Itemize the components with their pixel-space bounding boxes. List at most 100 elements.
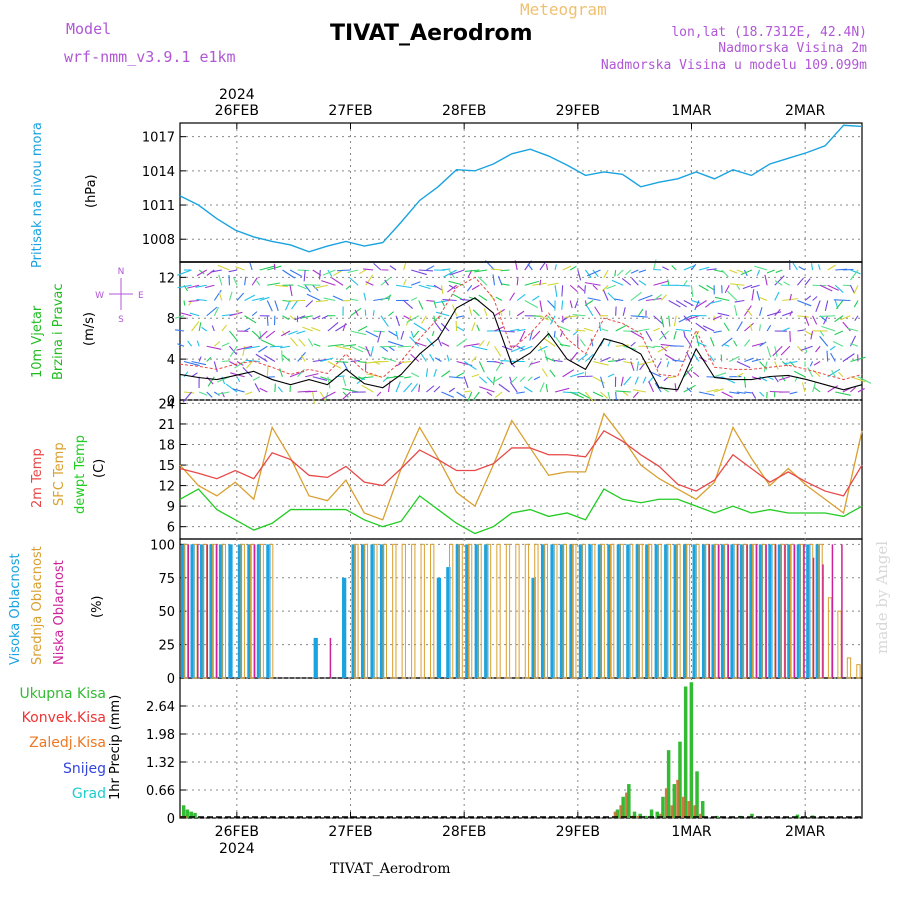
wind-arrow bbox=[435, 299, 450, 304]
high-cloud-bar bbox=[701, 544, 707, 678]
low-cloud-bar bbox=[755, 544, 758, 678]
page-title: TIVAT_Aerodrom bbox=[330, 21, 533, 46]
wind-arrow bbox=[501, 345, 513, 351]
wind-arrow bbox=[674, 383, 677, 393]
wind-arrow bbox=[736, 391, 746, 394]
wind-arrow bbox=[543, 350, 549, 362]
wind-arrow bbox=[833, 299, 851, 302]
high-cloud-bar bbox=[550, 544, 555, 678]
wind-arrow bbox=[554, 264, 557, 271]
wind-arrow bbox=[380, 315, 389, 327]
mid-cloud-bar bbox=[505, 543, 511, 679]
wind-arrow bbox=[281, 330, 287, 336]
low-cloud-bar bbox=[746, 544, 748, 678]
wind-arrow bbox=[793, 370, 806, 378]
wind-arrow bbox=[342, 388, 359, 393]
wind-arrow bbox=[729, 355, 740, 362]
high-cloud-bar bbox=[673, 544, 678, 678]
wind-arrow bbox=[471, 373, 480, 378]
mid-cloud-bar bbox=[628, 543, 634, 679]
wind-arrow bbox=[400, 330, 405, 340]
high-cloud-bar bbox=[370, 544, 375, 678]
mid-cloud-bar bbox=[581, 543, 586, 679]
wind-arrow bbox=[350, 298, 359, 302]
wind-arrow bbox=[721, 376, 736, 384]
wind-arrow bbox=[815, 300, 821, 313]
wind-arrow bbox=[572, 330, 579, 336]
wind-arrow bbox=[180, 312, 192, 317]
wind-arrow bbox=[601, 328, 609, 332]
wind-arrow bbox=[690, 285, 694, 298]
low-cloud-bar bbox=[774, 544, 777, 678]
precip-legend: Ukupna Kisa Konvek.Kisa Zaledj.Kisa Snij… bbox=[0, 686, 106, 806]
high-cloud-bar bbox=[739, 544, 745, 678]
wind-arrow bbox=[327, 343, 344, 347]
wind-arrow bbox=[426, 299, 434, 302]
wind-arrow bbox=[586, 305, 594, 317]
wind-arrow bbox=[426, 265, 435, 271]
wind-arrow bbox=[395, 330, 399, 340]
wind-arrow bbox=[545, 384, 549, 393]
wind-arrow bbox=[259, 296, 270, 302]
top-year-label: 2024 bbox=[219, 87, 255, 103]
wind-arrow bbox=[466, 284, 473, 292]
compass-w: W bbox=[95, 291, 104, 301]
wind-arrow bbox=[607, 373, 615, 378]
high-cloud-bar bbox=[758, 544, 764, 678]
mid-cloud-bar bbox=[259, 543, 264, 679]
mid-cloud-bar bbox=[723, 543, 728, 679]
wind-arrow bbox=[734, 305, 738, 316]
low-cloud-bar bbox=[206, 544, 209, 678]
dewpt-line bbox=[179, 488, 863, 535]
wind-arrow bbox=[198, 269, 205, 275]
wind-arrow bbox=[433, 284, 443, 291]
wind-arrow bbox=[622, 391, 629, 397]
wind-arrow bbox=[796, 277, 805, 286]
wind-arrow bbox=[804, 330, 813, 336]
wind-arrow bbox=[471, 356, 477, 362]
precip-conv-bar bbox=[687, 801, 691, 818]
wind-arrow bbox=[322, 269, 336, 276]
wind-arrow bbox=[456, 338, 468, 347]
wind-arrow bbox=[174, 329, 185, 332]
meteogram-label: Meteogram bbox=[520, 0, 607, 19]
high-cloud-bar bbox=[181, 544, 186, 678]
wind-arrow bbox=[660, 385, 669, 393]
wind-arrow bbox=[584, 269, 592, 279]
wind-arrow bbox=[625, 269, 632, 276]
wind-arrow bbox=[305, 300, 314, 308]
wind-arrow bbox=[258, 330, 268, 340]
wind-arrow bbox=[412, 330, 420, 339]
wind-arrow bbox=[539, 279, 542, 286]
high-cloud-bar bbox=[190, 544, 195, 678]
wind-arrow bbox=[698, 284, 709, 292]
wind-arrow bbox=[477, 276, 488, 286]
wind-arrow bbox=[630, 330, 644, 339]
wind-arrow bbox=[297, 351, 306, 362]
wind-arrow bbox=[766, 324, 772, 332]
wind-arrow bbox=[306, 293, 321, 301]
wind-arrow bbox=[850, 386, 857, 393]
mid-cloud-bar bbox=[695, 543, 700, 679]
wind-arrow bbox=[620, 376, 624, 387]
mid-cloud-bar bbox=[467, 543, 473, 679]
wind-arrow bbox=[743, 339, 751, 347]
wind-arrow bbox=[821, 325, 836, 332]
wind-arrow bbox=[410, 330, 414, 338]
wind-arrow bbox=[587, 297, 601, 302]
wind-arrow bbox=[561, 285, 564, 297]
wind-arrow bbox=[807, 367, 814, 378]
wind-arrow bbox=[289, 269, 303, 277]
wind-arrow bbox=[599, 376, 605, 389]
low-cloud-bar bbox=[718, 544, 720, 678]
wind-arrow bbox=[377, 330, 382, 343]
wind-arrow bbox=[713, 388, 724, 393]
precip-total-bar bbox=[638, 813, 642, 818]
altitude-label: Nadmorska Visina 2m bbox=[718, 41, 867, 56]
mid-cloud-bar bbox=[392, 543, 397, 679]
wind-arrow bbox=[529, 330, 533, 341]
wind-arrow bbox=[516, 310, 525, 317]
wind-arrow bbox=[772, 345, 783, 357]
pressure-line bbox=[179, 124, 863, 253]
wind-arrow bbox=[218, 291, 223, 301]
